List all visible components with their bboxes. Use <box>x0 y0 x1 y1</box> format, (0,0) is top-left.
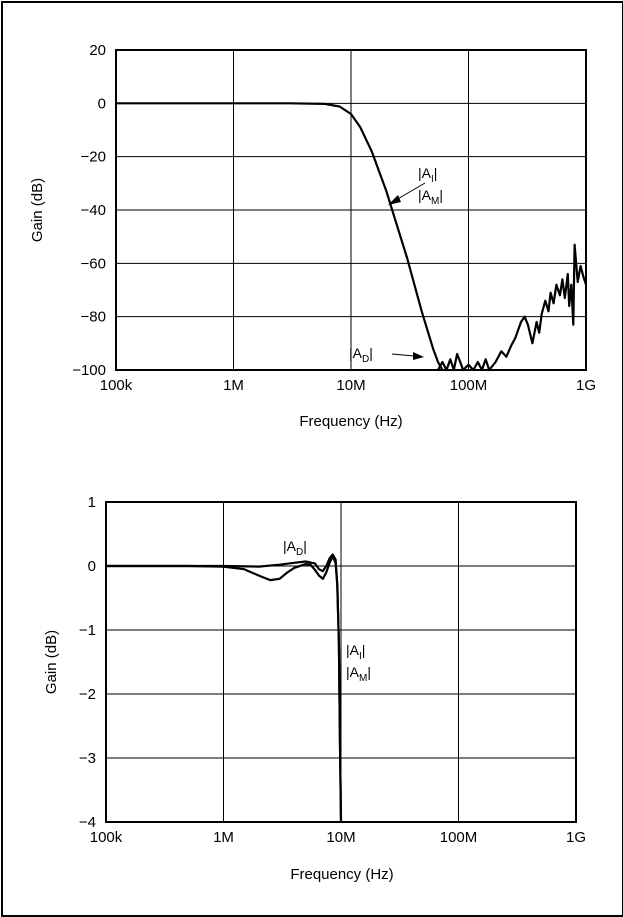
chart-top-x-tick-label: 10M <box>336 377 365 394</box>
chart-top-ticks: 100k 1M 10M 100M 1G 20 0 −20 −40 −60 −80 −100 <box>72 42 596 394</box>
chart-bottom-xlabel: Frequency (Hz) <box>290 866 393 883</box>
chart-top-y-tick-label: −40 <box>81 202 106 219</box>
chart-bottom-x-tick-label: 1G <box>566 829 586 846</box>
chart-top-annotation-ad: |AD| <box>349 345 373 365</box>
chart-top-x-tick-label: 100k <box>100 377 133 394</box>
chart-bottom-y-tick-label: −1 <box>79 622 96 639</box>
chart-bottom-y-tick-label: −3 <box>79 750 96 767</box>
chart-top: 100k 1M 10M 100M 1G 20 0 −20 −40 −60 −80 −100 Frequ… <box>29 42 596 430</box>
svg-text:|AD|: |AD| <box>283 538 307 558</box>
chart-bottom-annotation-am: |AM| <box>346 664 371 684</box>
svg-text:|AM|: |AM| <box>418 187 443 207</box>
svg-text:|AM|: |AM| <box>346 664 371 684</box>
chart-top-annotation-am: |AM| <box>418 187 443 207</box>
chart-top-grid <box>116 50 586 370</box>
chart-bottom-y-tick-label: 0 <box>88 558 96 575</box>
svg-text:|AI|: |AI| <box>346 642 365 662</box>
chart-top-series-line-0 <box>116 102 444 371</box>
chart-top-annotation-ai: |AI| <box>418 165 437 185</box>
chart-top-arrow-ai-line <box>395 182 426 201</box>
chart-top-arrow-ai-head <box>388 195 401 205</box>
chart-top-ylabel: Gain (dB) <box>29 178 46 242</box>
chart-top-y-tick-label: −80 <box>81 309 106 326</box>
chart-top-x-tick-label: 1G <box>576 377 596 394</box>
chart-top-y-tick-label: 20 <box>89 42 106 59</box>
chart-bottom-annotation-ai: |AI| <box>346 642 365 662</box>
chart-bottom-ylabel: Gain (dB) <box>43 630 60 694</box>
chart-bottom-x-tick-label: 100M <box>440 829 478 846</box>
svg-text:|AI|: |AI| <box>418 165 437 185</box>
chart-bottom-annotation-ad: |AD| <box>283 538 307 558</box>
chart-top-y-tick-label: 0 <box>98 95 106 112</box>
chart-bottom-x-tick-label: 1M <box>213 829 234 846</box>
chart-bottom-y-tick-label: 1 <box>88 494 96 511</box>
svg-text:|AD|: |AD| <box>349 345 373 365</box>
chart-bottom-x-tick-label: 10M <box>326 829 355 846</box>
chart-bottom-series <box>106 553 343 823</box>
chart-bottom-ticks: 100k 1M 10M 100M 1G 1 0 −1 −2 −3 −4 <box>79 494 586 846</box>
chart-top-arrow-ad-head <box>413 352 424 360</box>
chart-bottom-plot-border <box>105 501 577 823</box>
chart-top-xlabel: Frequency (Hz) <box>299 413 402 430</box>
chart-top-plot-border <box>115 49 587 371</box>
chart-bottom: 100k 1M 10M 100M 1G 1 0 −1 −2 −3 −4 Frequency (Hz)… <box>43 494 586 883</box>
chart-top-arrow-ad-line <box>391 353 415 357</box>
chart-bottom-y-tick-label: −2 <box>79 686 96 703</box>
chart-bottom-series-line-1 <box>106 553 343 823</box>
chart-bottom-y-tick-label: −4 <box>79 814 96 831</box>
chart-top-x-tick-label: 1M <box>223 377 244 394</box>
chart-bottom-x-tick-label: 100k <box>90 829 123 846</box>
chart-top-y-tick-label: −60 <box>81 255 106 272</box>
chart-top-y-tick-label: −20 <box>81 149 106 166</box>
chart-top-x-tick-label: 100M <box>450 377 488 394</box>
chart-top-y-tick-label: −100 <box>72 362 106 379</box>
